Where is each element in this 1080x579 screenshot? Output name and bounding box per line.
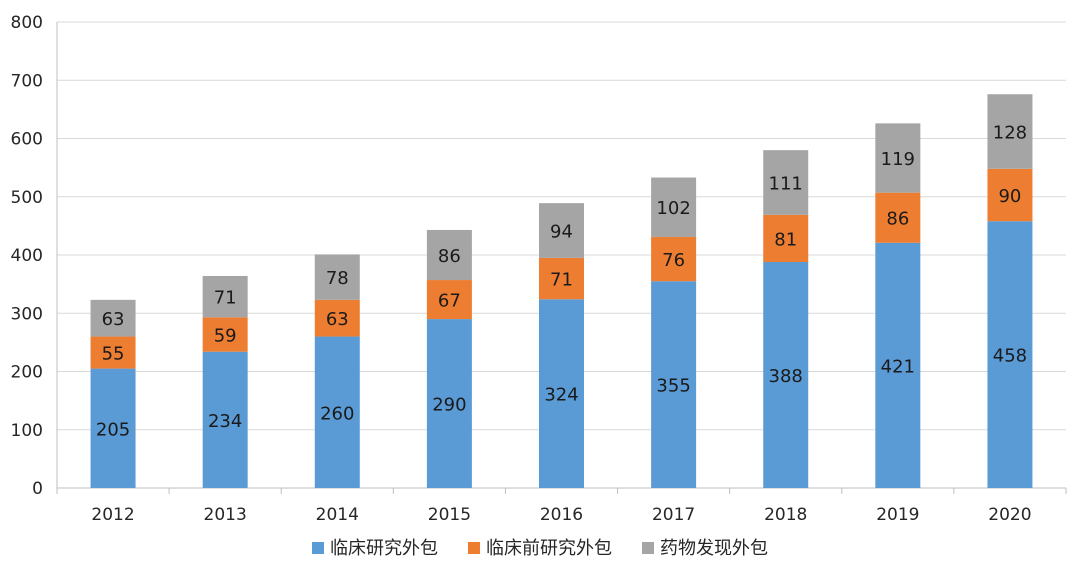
bar-segment (651, 236, 697, 282)
data-label: 94 (550, 222, 573, 243)
data-label: 63 (102, 309, 125, 330)
x-tick-label: 2014 (316, 505, 359, 525)
y-tick-label: 100 (11, 421, 43, 441)
bars (90, 94, 1033, 488)
legend-label: 临床研究外包 (330, 538, 438, 559)
data-label: 71 (550, 270, 573, 291)
legend-swatch (312, 542, 324, 554)
data-label: 290 (432, 395, 466, 416)
data-label: 59 (214, 326, 237, 347)
data-label: 111 (769, 173, 803, 194)
bar-segment (426, 319, 472, 488)
bar-segment (426, 280, 472, 320)
legend-label: 药物发现外包 (660, 538, 768, 559)
data-label: 86 (886, 209, 909, 230)
legend-swatch (642, 542, 654, 554)
bar-segment (202, 275, 248, 318)
data-label: 86 (438, 246, 461, 267)
bar-segment (651, 177, 697, 237)
data-label: 128 (993, 123, 1027, 144)
data-label: 421 (881, 356, 915, 377)
data-label: 76 (662, 250, 685, 271)
data-label: 388 (769, 366, 803, 387)
y-tick-label: 300 (11, 304, 43, 324)
data-label: 458 (993, 346, 1027, 367)
bar-segment (763, 261, 809, 488)
x-tick-label: 2018 (764, 505, 807, 525)
y-tick-label: 400 (11, 246, 43, 266)
bar-segment (426, 229, 472, 281)
bar-segment (875, 242, 921, 488)
legend-swatch (468, 542, 480, 554)
x-tick-label: 2012 (91, 505, 134, 525)
bar-segment (539, 299, 584, 488)
data-label: 205 (96, 419, 130, 440)
bar-segment (763, 214, 809, 262)
data-label: 260 (320, 403, 354, 424)
data-label: 234 (208, 411, 242, 432)
data-label: 71 (214, 288, 237, 309)
bar-segment (539, 257, 584, 300)
data-label: 78 (326, 268, 349, 289)
y-tick-label: 600 (11, 130, 43, 150)
data-label: 67 (438, 291, 461, 312)
bar-segment (90, 336, 136, 369)
bar-segment (875, 123, 921, 193)
bar-segment (314, 336, 360, 488)
bar-segment (90, 368, 136, 488)
y-tick-label: 700 (11, 71, 43, 91)
bar-segment (987, 221, 1033, 488)
data-label: 90 (998, 186, 1021, 207)
bar-segment (987, 168, 1033, 222)
x-tick-label: 2017 (652, 505, 695, 525)
legend: 临床研究外包 临床前研究外包 药物发现外包 (312, 538, 768, 559)
bar-segment (90, 299, 136, 337)
x-tick-label: 2020 (988, 505, 1031, 525)
data-label: 81 (774, 229, 797, 250)
data-label: 324 (544, 385, 578, 406)
legend-label: 临床前研究外包 (486, 538, 612, 559)
x-tick-label: 2015 (428, 505, 471, 525)
y-tick-label: 200 (11, 363, 43, 383)
y-tick-label: 500 (11, 188, 43, 208)
data-label: 55 (102, 344, 125, 365)
bar-segment (202, 317, 248, 352)
bar-segment (314, 299, 360, 337)
y-tick-label: 800 (11, 13, 43, 33)
bar-segment (875, 192, 921, 243)
bar-segment (539, 203, 584, 258)
y-tick-label: 0 (32, 479, 43, 499)
bar-segment (202, 351, 248, 488)
data-label: 355 (656, 376, 690, 397)
bar-segment (314, 254, 360, 300)
data-label: 119 (881, 149, 915, 170)
x-tick-label: 2019 (876, 505, 919, 525)
x-tick-label: 2013 (204, 505, 247, 525)
x-tick-label: 2016 (540, 505, 583, 525)
data-label: 63 (326, 309, 349, 330)
data-labels: 205 55 63 234 59 71 260 63 78 290 67 86 324 71 94 355 76… (96, 123, 1027, 441)
bar-segment (763, 150, 809, 215)
bar-segment (651, 281, 697, 488)
bar-segment (987, 94, 1033, 169)
data-label: 102 (656, 198, 690, 219)
